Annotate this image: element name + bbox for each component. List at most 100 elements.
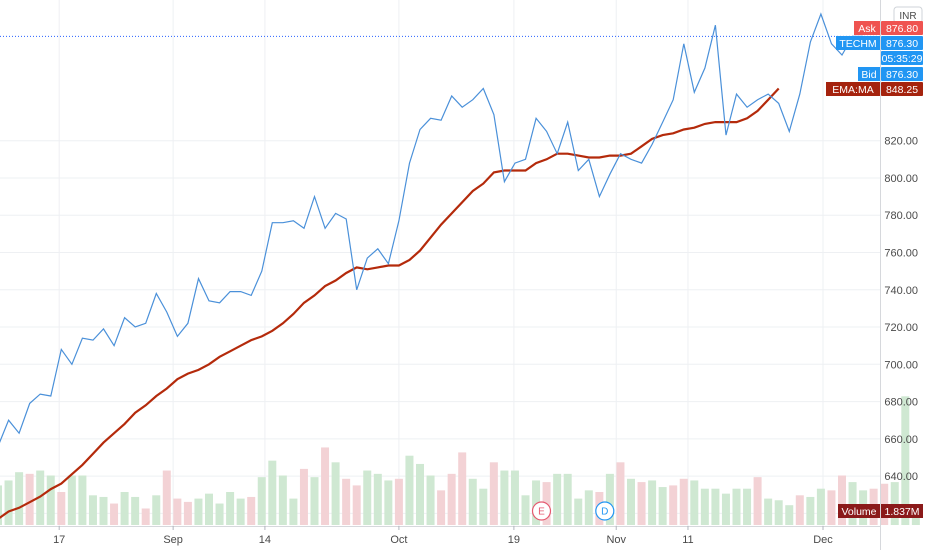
x-tick-label: 19 xyxy=(508,534,520,546)
volume-bar xyxy=(236,498,245,525)
badge-name-bg xyxy=(826,82,880,96)
badge-name-bg xyxy=(854,21,880,35)
x-tick-label: Nov xyxy=(606,534,626,546)
volume-bars xyxy=(0,396,920,525)
volume-bar xyxy=(352,485,361,525)
event-marker-d[interactable]: D xyxy=(595,501,615,521)
x-tick-label: 14 xyxy=(259,534,271,546)
price-badge[interactable]: TECHM 876.30 xyxy=(836,36,923,50)
badge-name: EMA:MA xyxy=(832,84,873,96)
volume-bar xyxy=(890,482,899,525)
price-badge[interactable]: EMA:MA 848.25 xyxy=(826,82,923,96)
price-badge[interactable]: Bid 876.30 xyxy=(858,67,923,81)
volume-bar xyxy=(700,488,709,525)
volume-bar xyxy=(838,475,846,525)
volume-bar xyxy=(500,470,509,525)
volume-bar xyxy=(4,480,13,525)
y-tick-label: 700.00 xyxy=(884,359,918,371)
volume-bar xyxy=(753,477,762,525)
price-axis[interactable]: 620.00640.00660.00680.00700.00720.00740.… xyxy=(884,136,918,521)
badge-value-bg xyxy=(881,21,923,35)
badge-value-bg xyxy=(881,82,923,96)
volume-bar xyxy=(363,470,372,525)
event-marker-e[interactable]: E xyxy=(531,501,552,521)
volume-bar xyxy=(183,501,192,525)
volume-bar xyxy=(743,488,752,525)
volume-bar xyxy=(616,462,625,525)
volume-bar xyxy=(658,487,667,525)
ema-series-line xyxy=(0,87,780,519)
x-tick-label: Oct xyxy=(390,534,407,546)
badge-value-bg xyxy=(881,51,923,65)
volume-bar xyxy=(648,480,657,525)
event-label: E xyxy=(538,507,545,518)
y-tick-label: 800.00 xyxy=(884,173,918,185)
badge-value-bg xyxy=(881,67,923,81)
volume-bar xyxy=(289,498,298,525)
volume-bar xyxy=(795,495,804,525)
volume-bar xyxy=(25,473,34,525)
volume-bar xyxy=(173,498,182,525)
volume-bar xyxy=(521,495,530,525)
price-series-line xyxy=(0,12,864,443)
price-badge[interactable]: 05:35:29 xyxy=(881,51,923,65)
badge-name: TECHM xyxy=(839,38,876,50)
event-circle xyxy=(531,501,552,521)
y-tick-label: 660.00 xyxy=(884,434,918,446)
volume-bar xyxy=(711,488,720,525)
volume-bar xyxy=(278,475,287,525)
volume-bar xyxy=(247,496,256,525)
volume-bar xyxy=(405,455,414,525)
volume-bar xyxy=(268,460,277,525)
volume-bar xyxy=(563,473,572,525)
volume-bar xyxy=(785,505,794,525)
x-tick-label: 11 xyxy=(682,534,693,546)
y-tick-label: 740.00 xyxy=(884,285,918,297)
y-tick-label: 760.00 xyxy=(884,248,918,260)
y-tick-label: 780.00 xyxy=(884,210,918,222)
badge-value: 876.30 xyxy=(886,69,918,81)
volume-bar xyxy=(553,473,562,525)
currency-label[interactable]: INR xyxy=(893,6,923,24)
y-tick-label: 640.00 xyxy=(884,471,918,483)
volume-bar xyxy=(57,492,66,525)
price-badge[interactable]: Ask 876.80 xyxy=(854,21,923,35)
volume-bar xyxy=(447,473,456,525)
volume-bar xyxy=(911,511,920,525)
volume-bar xyxy=(806,496,815,525)
volume-bar xyxy=(605,473,614,525)
volume-bar xyxy=(848,482,857,525)
volume-bar xyxy=(510,470,519,525)
event-label: D xyxy=(601,507,608,518)
volume-bar xyxy=(721,493,730,525)
time-axis[interactable]: 17 Sep 14 Oct 19 Nov 11 Dec xyxy=(53,526,833,546)
y-tick-label: 680.00 xyxy=(884,397,918,409)
badge-name-bg xyxy=(858,67,880,81)
volume-bar xyxy=(627,478,635,525)
y-tick-label: 820.00 xyxy=(884,136,918,148)
volume-bar xyxy=(816,488,825,525)
volume-badge-value: 1.837M xyxy=(884,506,919,518)
volume-bar xyxy=(679,478,688,525)
volume-bar xyxy=(479,488,488,525)
x-tick-label: Sep xyxy=(163,534,183,546)
volume-bar xyxy=(732,488,741,525)
volume-bar xyxy=(416,463,424,525)
volume-bar xyxy=(205,493,213,525)
volume-bar xyxy=(426,475,435,525)
currency-text: INR xyxy=(899,11,916,22)
volume-bar xyxy=(321,447,330,525)
volume-bar xyxy=(110,503,119,525)
volume-bar xyxy=(162,470,171,525)
volume-bar xyxy=(0,485,2,525)
volume-bar xyxy=(141,508,150,525)
badge-value: 876.30 xyxy=(886,38,918,50)
badge-name: Bid xyxy=(861,69,876,81)
volume-badge[interactable]: Volume 1.837M xyxy=(838,504,923,518)
volume-bar xyxy=(774,500,783,525)
badge-value: 05:35:29 xyxy=(882,53,923,65)
volume-badge-value-bg xyxy=(881,504,923,518)
volume-bar xyxy=(468,478,477,525)
